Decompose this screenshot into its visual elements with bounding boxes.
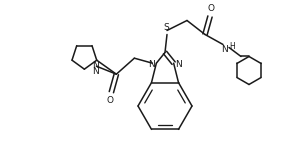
Text: N: N	[92, 61, 99, 70]
Text: O: O	[207, 4, 215, 13]
Text: N: N	[222, 45, 228, 54]
Text: N: N	[175, 60, 182, 69]
Text: H: H	[229, 42, 235, 51]
Text: O: O	[107, 96, 114, 105]
Text: N: N	[92, 67, 99, 76]
Text: S: S	[163, 23, 169, 32]
Text: N: N	[148, 60, 155, 69]
